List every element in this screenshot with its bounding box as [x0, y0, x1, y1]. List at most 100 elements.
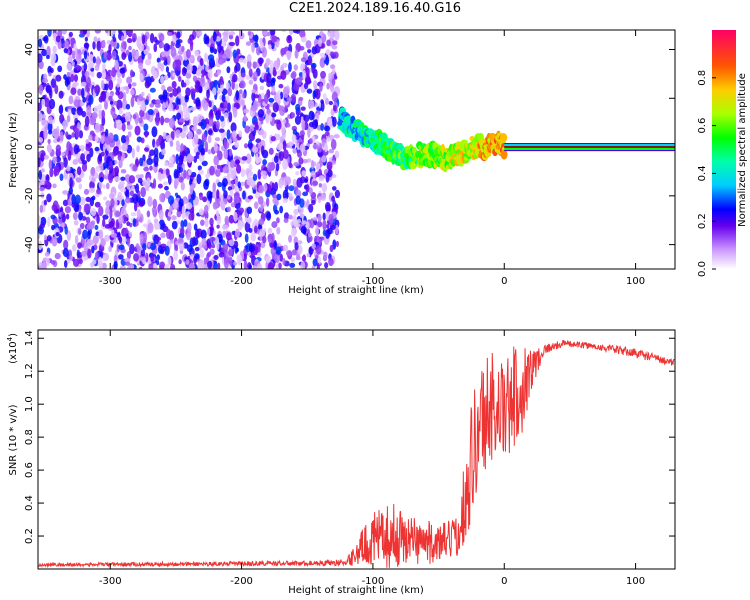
- spectrogram-dot: [126, 221, 131, 227]
- spectrogram-dot: [93, 105, 100, 113]
- spectrogram-dot: [142, 243, 147, 251]
- spectrogram-dot: [89, 116, 96, 126]
- spectrogram-dot: [76, 106, 84, 116]
- spectrogram-dot: [312, 180, 319, 186]
- spectrogram-dot: [190, 88, 197, 94]
- spectrogram-dot: [284, 176, 292, 186]
- spectrogram-dot: [332, 40, 338, 46]
- top-y-tick-label: -40: [24, 236, 35, 252]
- bottom-y-tick-label: 1.4: [24, 330, 35, 346]
- spectrogram-dot: [267, 262, 274, 269]
- spectrogram-dot: [166, 216, 171, 222]
- spectrogram-dot: [227, 186, 233, 191]
- spectrogram-dot: [269, 102, 274, 107]
- spectrogram-dot: [303, 114, 310, 123]
- spectrogram-dot: [111, 229, 115, 235]
- spectrogram-dot: [90, 262, 95, 268]
- spectrogram-dot: [322, 212, 326, 221]
- spectrogram-dot: [135, 183, 140, 194]
- spectrogram-dot: [184, 94, 189, 103]
- spectrogram-dot: [160, 115, 165, 126]
- spectrogram-dot: [51, 224, 55, 231]
- spectrogram-dot: [270, 187, 277, 196]
- spectrogram-dot: [77, 242, 82, 249]
- spectrogram-dot: [335, 224, 339, 235]
- spectrogram-dot: [196, 128, 202, 135]
- spectrogram-dot: [308, 203, 314, 213]
- spectrogram-dot: [267, 40, 273, 46]
- spectrogram-dot: [324, 131, 330, 137]
- spectrogram-dot: [54, 84, 59, 95]
- spectrogram-dot: [307, 232, 312, 238]
- spectrogram-dot: [167, 195, 175, 205]
- spectrogram-dot: [178, 76, 182, 82]
- spectrogram-dot: [331, 91, 338, 102]
- spectrogram-dot: [329, 30, 334, 38]
- spectrogram-dot: [116, 82, 121, 88]
- spectrogram-dot: [323, 251, 328, 260]
- spectrogram-dot: [182, 82, 187, 88]
- spectrogram-dot: [302, 191, 309, 197]
- spectrogram-dot: [273, 155, 279, 163]
- spectrogram-dot: [152, 198, 158, 209]
- spectrogram-dot: [73, 74, 79, 82]
- spectrogram-dot: [258, 184, 265, 194]
- top-y-axis-label: Frequency (Hz): [8, 112, 19, 188]
- spectrogram-dot: [294, 115, 302, 125]
- spectrogram-dot: [67, 258, 71, 264]
- spectrogram-dot: [324, 262, 329, 269]
- spectrogram-dot: [252, 173, 258, 182]
- spectrogram-dot: [119, 180, 125, 186]
- spectrogram-dot: [74, 234, 79, 245]
- spectrogram-dot: [255, 138, 262, 144]
- spectrogram-dot: [177, 92, 182, 99]
- spectrogram-dot: [115, 219, 120, 230]
- spectrogram-dot: [309, 187, 313, 195]
- spectrogram-dot: [265, 197, 270, 207]
- spectrogram-dot: [223, 138, 227, 149]
- spectrogram-dot: [222, 230, 227, 238]
- spectrogram-dot: [180, 95, 185, 105]
- spectrogram-dot: [47, 216, 51, 228]
- spectrogram-dot: [226, 171, 231, 182]
- spectrogram-dot: [247, 54, 252, 63]
- spectrogram-dot: [102, 39, 106, 48]
- spectrogram-dot: [270, 135, 276, 142]
- spectrogram-dot: [228, 34, 234, 40]
- spectrogram-dot: [149, 165, 153, 171]
- spectrogram-dot: [102, 254, 106, 262]
- spectrogram-dot: [175, 112, 182, 120]
- spectrogram-dot: [171, 215, 177, 221]
- spectrogram-dot: [185, 72, 192, 79]
- spectrogram-dot: [201, 160, 208, 167]
- spectrogram-dot: [131, 147, 135, 159]
- spectrogram-dot: [248, 227, 253, 233]
- spectrogram-dot: [100, 90, 107, 102]
- spectrogram-dot: [84, 36, 89, 42]
- spectrogram-dot: [323, 59, 329, 65]
- spectrogram-dot: [100, 79, 105, 90]
- spectrogram-dot: [239, 57, 244, 63]
- spectrogram-dot: [251, 89, 257, 94]
- spectrogram-dot: [45, 257, 50, 266]
- spectrogram-dot: [111, 50, 117, 60]
- spectrogram-dot: [262, 235, 267, 244]
- spectrogram-dot: [186, 63, 193, 74]
- spectrogram-dot: [168, 117, 176, 129]
- spectrogram-dot: [149, 103, 155, 108]
- spectrogram-dot: [221, 178, 228, 187]
- spectrogram-dot: [83, 42, 90, 49]
- spectrogram-dot: [305, 184, 310, 193]
- spectrogram-dot: [319, 82, 323, 92]
- spectrogram-dot: [317, 37, 322, 48]
- spectrogram-dot: [118, 158, 123, 169]
- spectrogram-dot: [293, 64, 298, 71]
- spectrogram-dot: [193, 134, 199, 145]
- spectrogram-dot: [239, 80, 246, 89]
- spectrogram-dot: [304, 178, 308, 184]
- spectrogram-dot: [94, 224, 99, 231]
- spectrogram-dot: [500, 149, 508, 160]
- spectrogram-dot: [172, 87, 179, 97]
- spectrogram-dot: [78, 258, 83, 265]
- spectrogram-dot: [223, 32, 229, 43]
